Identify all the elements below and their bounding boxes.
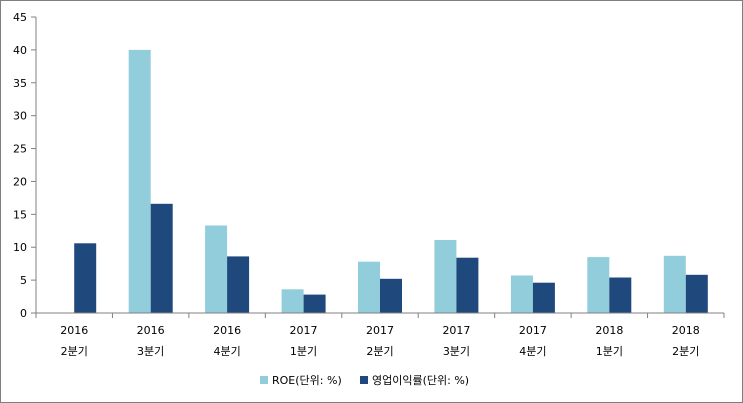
x-tick-label-quarter: 2분기 xyxy=(366,345,393,358)
y-tick-label: 30 xyxy=(13,110,27,123)
bar-series1-cat3 xyxy=(303,294,326,313)
y-tick-label: 45 xyxy=(13,11,27,24)
bar-series1-cat1 xyxy=(150,203,173,313)
y-tick-label: 10 xyxy=(13,241,27,254)
bar-series1-cat0 xyxy=(74,243,97,313)
x-tick-labels: 2016 2분기 2016 3분기 2016 4분기 2017 1분기 2017 2분기 2017 3… xyxy=(60,324,700,358)
y-tick-label: 20 xyxy=(13,175,27,188)
axes-group xyxy=(31,16,725,318)
y-tick-label: 0 xyxy=(20,307,27,320)
bars-group xyxy=(74,49,708,314)
bar-series0-cat2 xyxy=(205,225,228,313)
legend-label-series0: ROE(단위: %) xyxy=(272,374,342,387)
x-tick-label-quarter: 3분기 xyxy=(443,345,470,358)
x-tick-label-quarter: 3분기 xyxy=(137,345,164,358)
x-tick-label-quarter: 1분기 xyxy=(596,345,623,358)
bar-series0-cat7 xyxy=(587,257,610,313)
bar-series1-cat5 xyxy=(456,257,479,313)
x-tick-label-quarter: 4분기 xyxy=(519,345,546,358)
bar-series1-cat4 xyxy=(380,278,402,313)
bar-series1-cat2 xyxy=(227,256,250,313)
x-tick-label-quarter: 1분기 xyxy=(290,345,317,358)
bar-series1-cat7 xyxy=(609,277,632,313)
y-tick-label: 35 xyxy=(13,77,27,90)
bar-series1-cat8 xyxy=(685,274,708,313)
legend: ROE(단위: %) 영업이익률(단위: %) xyxy=(260,374,469,387)
legend-label-series1: 영업이익률(단위: %) xyxy=(372,374,469,387)
y-tick-labels: 0 5 10 15 20 25 30 35 40 45 xyxy=(13,11,27,320)
x-tick-label-year: 2018 xyxy=(672,324,700,337)
x-tick-label-year: 2016 xyxy=(213,324,241,337)
x-tick-label-year: 2017 xyxy=(366,324,394,337)
bar-series0-cat4 xyxy=(358,261,380,313)
y-tick-label: 40 xyxy=(13,44,27,57)
bar-series0-cat1 xyxy=(128,49,151,314)
bar-series0-cat5 xyxy=(434,240,457,313)
x-tick-label-year: 2017 xyxy=(290,324,318,337)
x-tick-label-year: 2016 xyxy=(60,324,88,337)
x-tick-label-quarter: 2분기 xyxy=(672,345,699,358)
legend-swatch-series1 xyxy=(360,376,368,384)
x-tick-label-year: 2018 xyxy=(595,324,623,337)
bar-series1-cat6 xyxy=(532,282,555,313)
bar-series0-cat3 xyxy=(281,289,304,313)
y-tick-label: 15 xyxy=(13,208,27,221)
bar-series0-cat6 xyxy=(510,275,533,313)
legend-swatch-series0 xyxy=(260,376,268,384)
y-tick-label: 25 xyxy=(13,143,27,156)
bar-series0-cat8 xyxy=(663,255,686,313)
y-tick-label: 5 xyxy=(20,274,27,287)
x-tick-label-quarter: 4분기 xyxy=(213,345,240,358)
x-tick-label-quarter: 2분기 xyxy=(61,345,88,358)
x-tick-label-year: 2017 xyxy=(519,324,547,337)
x-tick-label-year: 2017 xyxy=(442,324,470,337)
x-tick-label-year: 2016 xyxy=(137,324,165,337)
